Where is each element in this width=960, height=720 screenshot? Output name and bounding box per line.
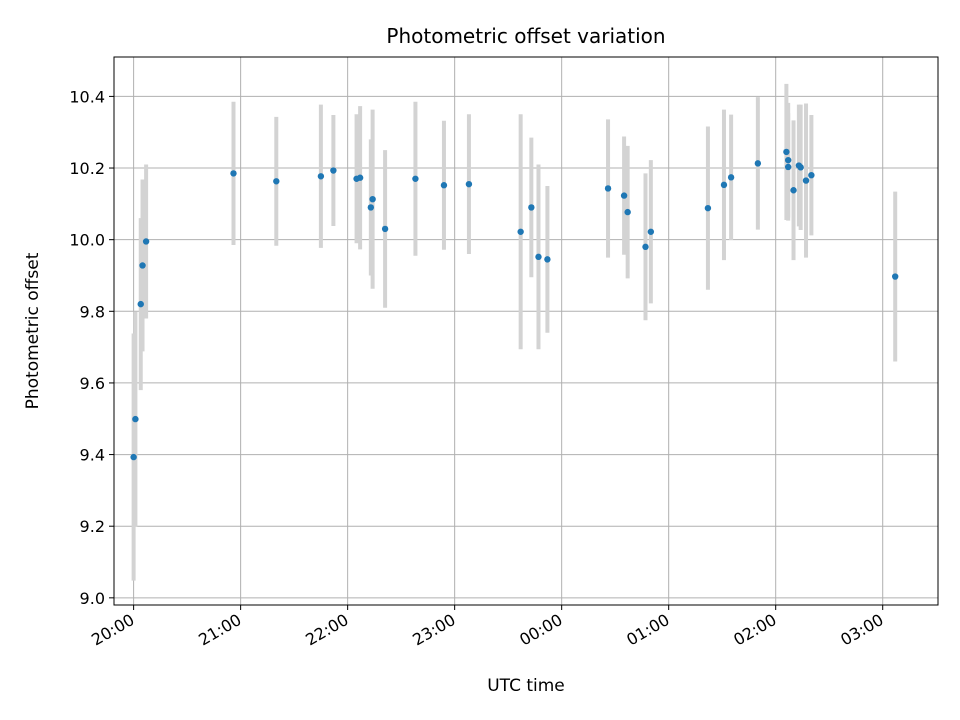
data-point bbox=[440, 182, 448, 189]
data-point bbox=[704, 204, 712, 212]
data-point bbox=[808, 171, 815, 179]
data-point bbox=[783, 148, 790, 156]
data-point bbox=[642, 243, 649, 251]
y-tick-label: 10.4 bbox=[69, 87, 105, 106]
data-points bbox=[130, 148, 899, 461]
x-axis-label: UTC time bbox=[487, 676, 565, 696]
data-point bbox=[465, 180, 473, 188]
data-point bbox=[142, 238, 150, 245]
data-point bbox=[647, 228, 655, 235]
data-point bbox=[727, 174, 735, 181]
y-tick-label: 9.4 bbox=[80, 446, 105, 465]
data-point bbox=[381, 225, 389, 233]
data-point bbox=[784, 163, 792, 171]
grid-lines bbox=[114, 57, 938, 605]
data-point bbox=[273, 178, 280, 185]
data-point bbox=[535, 253, 542, 261]
data-point bbox=[528, 204, 535, 211]
y-tick-label: 10.2 bbox=[69, 159, 105, 178]
data-point bbox=[891, 273, 899, 280]
data-point bbox=[317, 173, 325, 180]
data-point bbox=[720, 181, 728, 189]
data-point bbox=[330, 167, 337, 174]
data-point bbox=[367, 204, 375, 211]
data-point bbox=[130, 453, 137, 461]
y-axis-ticks: 9.0 9.2 9.4 9.6 9.8 10.0 10.2 10.4 bbox=[69, 87, 114, 608]
data-point bbox=[802, 177, 810, 184]
plot-frame bbox=[113, 56, 939, 606]
y-tick-label: 9.6 bbox=[80, 374, 105, 393]
chart-title: Photometric offset variation bbox=[386, 24, 665, 48]
data-point bbox=[369, 195, 376, 203]
y-axis-label: Photometric offset bbox=[23, 252, 43, 409]
data-point bbox=[784, 156, 792, 164]
y-tick-label: 9.0 bbox=[80, 589, 105, 608]
data-point bbox=[517, 228, 524, 235]
data-point bbox=[132, 415, 139, 423]
data-point bbox=[790, 187, 797, 194]
data-point bbox=[624, 208, 631, 216]
data-point bbox=[356, 174, 364, 181]
data-point bbox=[604, 185, 612, 192]
data-point bbox=[230, 170, 237, 177]
y-tick-label: 9.2 bbox=[80, 517, 105, 536]
data-point bbox=[754, 160, 762, 167]
data-point bbox=[620, 192, 628, 199]
data-point bbox=[797, 164, 804, 171]
data-point bbox=[412, 175, 419, 182]
data-point bbox=[137, 300, 144, 308]
y-tick-label: 10.0 bbox=[69, 231, 105, 250]
data-point bbox=[139, 262, 146, 269]
data-point bbox=[544, 256, 551, 263]
y-tick-label: 9.8 bbox=[80, 302, 105, 321]
